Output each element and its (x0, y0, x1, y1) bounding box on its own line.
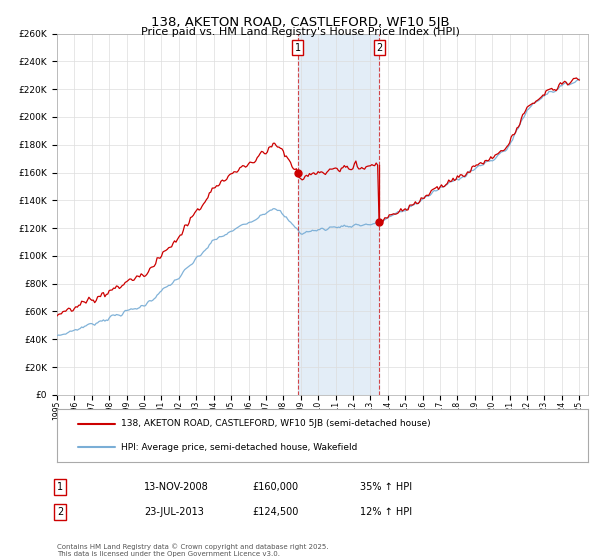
Text: 138, AKETON ROAD, CASTLEFORD, WF10 5JB (semi-detached house): 138, AKETON ROAD, CASTLEFORD, WF10 5JB (… (121, 419, 430, 428)
Text: £124,500: £124,500 (252, 507, 298, 517)
Text: 35% ↑ HPI: 35% ↑ HPI (360, 482, 412, 492)
Text: 13-NOV-2008: 13-NOV-2008 (144, 482, 209, 492)
Text: 12% ↑ HPI: 12% ↑ HPI (360, 507, 412, 517)
Bar (298, 34, 379, 395)
Text: 23-JUL-2013: 23-JUL-2013 (144, 507, 204, 517)
Text: HPI: Average price, semi-detached house, Wakefield: HPI: Average price, semi-detached house,… (121, 442, 357, 451)
Text: £160,000: £160,000 (252, 482, 298, 492)
Text: Price paid vs. HM Land Registry's House Price Index (HPI): Price paid vs. HM Land Registry's House … (140, 27, 460, 37)
Text: 1: 1 (57, 482, 63, 492)
Text: 1: 1 (295, 43, 301, 53)
Text: 2: 2 (57, 507, 63, 517)
Text: 2: 2 (376, 43, 382, 53)
Text: 138, AKETON ROAD, CASTLEFORD, WF10 5JB: 138, AKETON ROAD, CASTLEFORD, WF10 5JB (151, 16, 449, 29)
Text: Contains HM Land Registry data © Crown copyright and database right 2025.
This d: Contains HM Land Registry data © Crown c… (57, 544, 329, 557)
